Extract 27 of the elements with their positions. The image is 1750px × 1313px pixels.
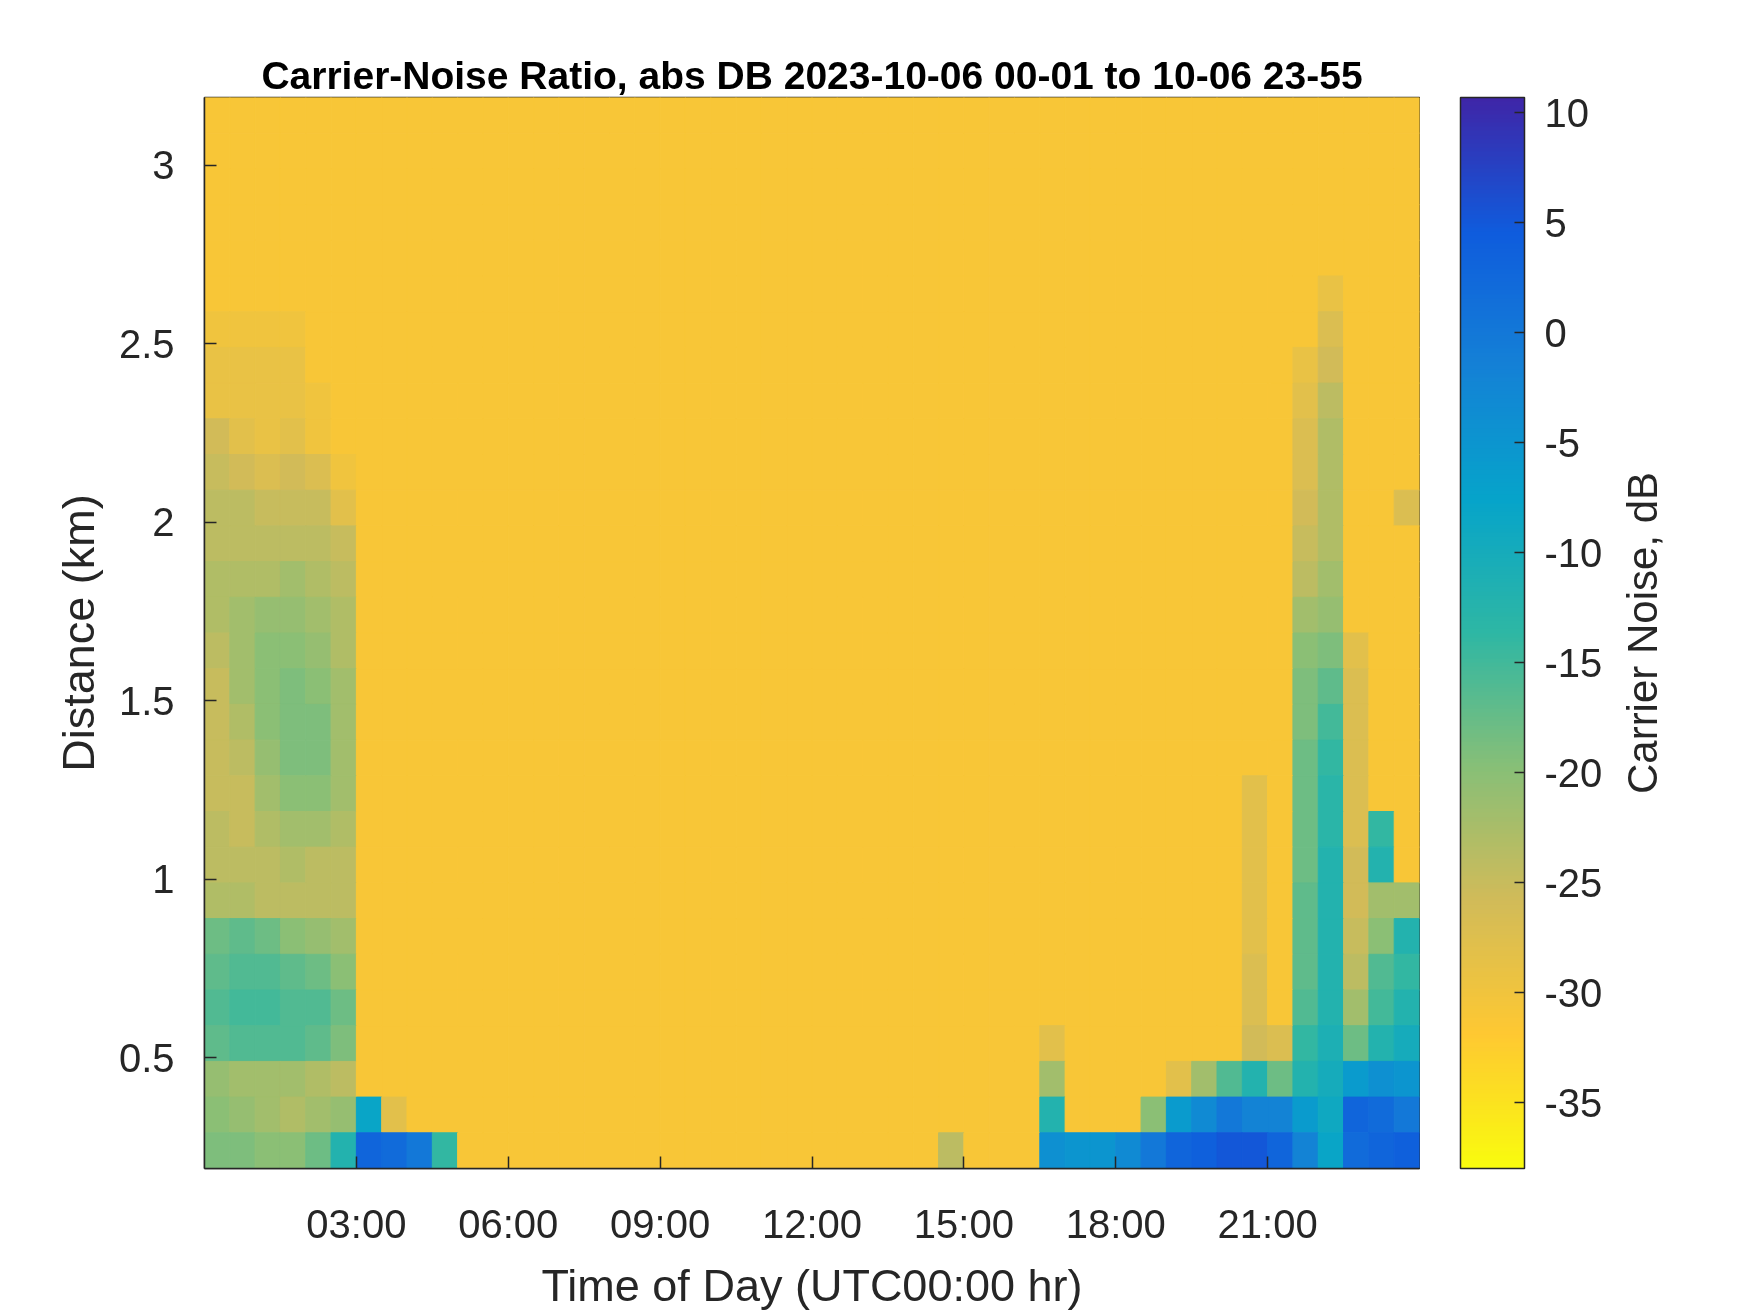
y-axis-title: Distance (km) xyxy=(52,494,104,772)
y-tick-label: 2.5 xyxy=(118,321,175,366)
y-tick-label: 0.5 xyxy=(118,1035,175,1080)
x-tick-label: 09:00 xyxy=(610,1201,711,1246)
y-tick-label: 1.5 xyxy=(118,678,175,723)
color-bar-title: Carrier Noise, dB xyxy=(1618,471,1666,795)
x-tick-label: 03:00 xyxy=(306,1201,407,1246)
color-bar-label: -20 xyxy=(1544,750,1603,795)
color-bar-label: -35 xyxy=(1544,1080,1603,1125)
x-tick-label: 12:00 xyxy=(761,1201,863,1246)
x-tick-label: 15:00 xyxy=(913,1201,1014,1246)
y-tick-label: 2 xyxy=(152,500,175,545)
y-tick-label: 1 xyxy=(152,857,175,902)
x-tick-label: 06:00 xyxy=(458,1201,559,1246)
color-bar-label: -5 xyxy=(1544,420,1581,465)
color-bar-label: -15 xyxy=(1544,640,1603,685)
color-bar-label: 5 xyxy=(1544,200,1567,245)
color-bar-label: -25 xyxy=(1544,860,1603,905)
x-tick-label: 18:00 xyxy=(1065,1201,1166,1246)
color-bar-label: 0 xyxy=(1544,310,1567,355)
color-bar-label: 10 xyxy=(1544,90,1589,135)
y-tick-label: 3 xyxy=(152,143,175,188)
chart-title: Carrier-Noise Ratio, abs DB 2023-10-06 00-01 to 10-06 23-55 xyxy=(261,53,1363,97)
color-bar-label: -30 xyxy=(1544,970,1603,1015)
x-tick-label: 21:00 xyxy=(1217,1201,1318,1246)
x-axis-title: Time of Day (UTC00:00 hr) xyxy=(541,1259,1083,1311)
color-bar-label: -10 xyxy=(1544,530,1603,575)
